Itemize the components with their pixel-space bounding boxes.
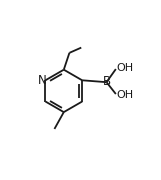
Text: OH: OH: [116, 90, 134, 100]
Text: N: N: [38, 74, 47, 87]
Text: OH: OH: [116, 63, 134, 73]
Text: B: B: [102, 75, 111, 88]
